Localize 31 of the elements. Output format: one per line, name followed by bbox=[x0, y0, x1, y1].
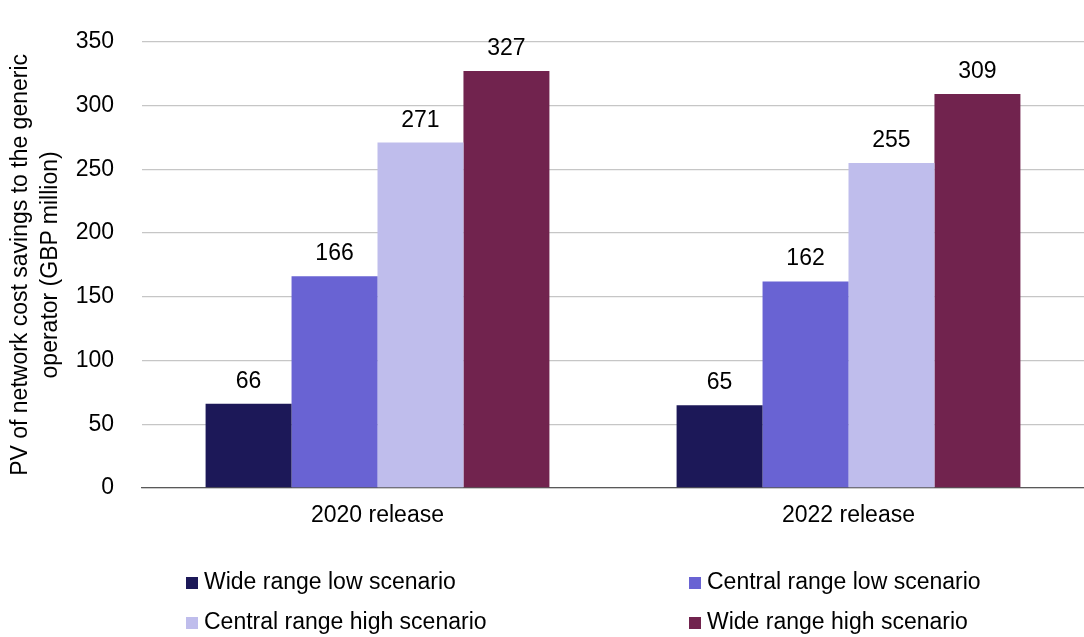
x-tick-label: 2022 release bbox=[782, 501, 915, 528]
data-label: 66 bbox=[235, 366, 262, 393]
legend-label: Wide range low scenario bbox=[204, 568, 456, 595]
bar bbox=[762, 281, 849, 488]
legend-label: Central range high scenario bbox=[204, 608, 487, 635]
y-tick-label: 300 bbox=[75, 90, 114, 117]
bar bbox=[205, 403, 292, 488]
legend-label: Central range low scenario bbox=[707, 568, 981, 595]
x-tick-label: 2020 release bbox=[311, 501, 444, 528]
y-tick-label: 150 bbox=[75, 282, 114, 309]
bar bbox=[291, 276, 378, 488]
data-label: 162 bbox=[786, 244, 825, 271]
bar bbox=[463, 71, 550, 488]
legend-label: Wide range high scenario bbox=[707, 608, 968, 635]
y-tick-label: 50 bbox=[88, 409, 114, 436]
y-tick-label: 350 bbox=[75, 27, 114, 54]
data-label: 65 bbox=[706, 368, 733, 395]
y-tick-label: 250 bbox=[75, 154, 114, 181]
bar bbox=[377, 142, 464, 488]
data-label: 255 bbox=[872, 125, 911, 152]
bar bbox=[848, 162, 935, 488]
data-label: 166 bbox=[315, 239, 354, 266]
bar bbox=[934, 94, 1021, 488]
bar bbox=[676, 405, 763, 488]
y-axis-title: PV of network cost savings to the generic operator (GBP million) bbox=[6, 53, 63, 476]
data-label: 327 bbox=[487, 34, 526, 61]
y-tick-label: 100 bbox=[75, 345, 114, 372]
y-tick-label: 200 bbox=[75, 218, 114, 245]
data-label: 309 bbox=[958, 57, 997, 84]
data-label: 271 bbox=[401, 105, 440, 132]
y-tick-label: 0 bbox=[101, 473, 114, 500]
